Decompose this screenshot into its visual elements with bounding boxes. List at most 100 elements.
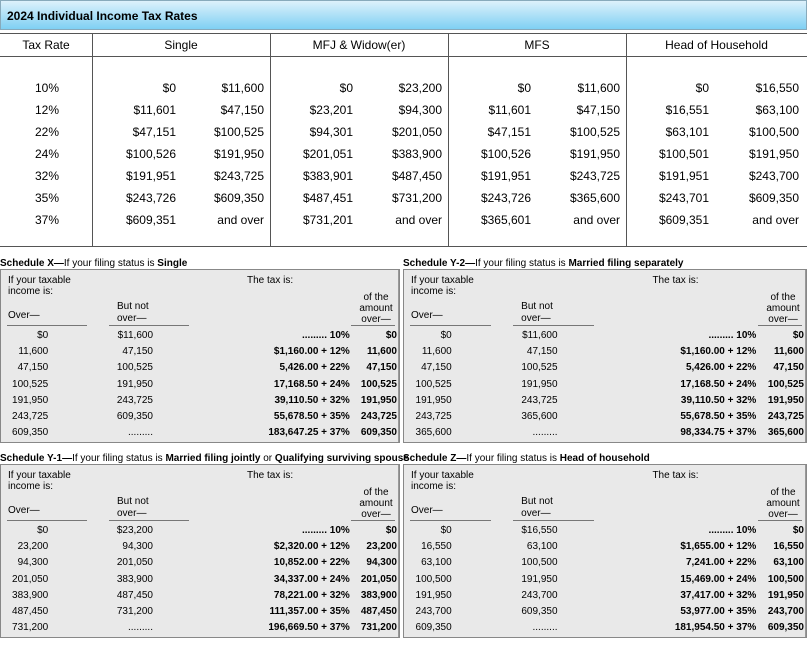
amount-over-value: 11,600 xyxy=(773,346,804,358)
column-header: MFS xyxy=(524,38,550,52)
column-header: Single xyxy=(164,38,198,52)
header-label: If your taxable xyxy=(411,275,474,286)
bracket-cell: $63,101 xyxy=(665,125,709,139)
title-banner: 2024 Individual Income Tax Rates xyxy=(0,0,807,30)
header-label: But not xyxy=(117,301,149,312)
column-divider xyxy=(398,465,399,637)
header-label: The tax is: xyxy=(247,275,294,286)
table-top-border xyxy=(0,33,807,34)
bracket-cell: $63,100 xyxy=(755,103,799,117)
but-not-over-value: ......... xyxy=(532,622,558,634)
amount-over-value: 243,725 xyxy=(360,411,397,422)
filing-status-alt: Qualifying surviving spouse xyxy=(274,453,409,464)
over-value: 47,150 xyxy=(421,362,452,374)
but-not-over-value: ......... xyxy=(532,427,558,439)
amount-over-value: $0 xyxy=(385,525,397,536)
filing-status: Married filing separately xyxy=(568,258,684,269)
schedule-description: If your filing status is xyxy=(466,453,560,464)
bracket-cell: $609,350 xyxy=(748,191,799,205)
tax-rate-cell: 24% xyxy=(34,147,59,161)
bracket-cell: $11,600 xyxy=(577,81,621,95)
schedule-title: Schedule Y-1—If your filing status is Ma… xyxy=(0,453,409,464)
but-not-over-value: 731,200 xyxy=(116,606,153,617)
bracket-cell: $243,725 xyxy=(569,169,620,183)
over-value: 609,350 xyxy=(415,622,452,634)
tax-formula: 181,954.50 + 37% xyxy=(674,622,757,634)
but-not-over-value: $16,550 xyxy=(521,525,558,536)
header-rule xyxy=(109,520,189,521)
schedule-table: If your taxable income is: The tax is: Over… xyxy=(403,269,807,443)
bracket-cell: $191,951 xyxy=(658,169,709,183)
tax-rate-cell: 22% xyxy=(34,125,59,139)
over-value: 609,350 xyxy=(12,427,49,439)
header-label: Over— xyxy=(8,505,40,516)
bracket-cell: $243,701 xyxy=(658,191,709,205)
but-not-over-value: 383,900 xyxy=(116,573,153,585)
but-not-over-value: 94,300 xyxy=(122,541,153,553)
amount-over-value: 243,725 xyxy=(767,411,804,422)
bracket-cell: $191,950 xyxy=(569,147,620,161)
page-title: 2024 Individual Income Tax Rates xyxy=(7,9,198,23)
but-not-over-value: 191,950 xyxy=(521,573,558,585)
amount-over-value: $0 xyxy=(385,330,397,341)
schedule-table: If your taxable income is: The tax is: Over… xyxy=(0,269,400,443)
but-not-over-value: 191,950 xyxy=(521,378,558,390)
tax-formula: 78,221.00 + 32% xyxy=(273,589,350,601)
tax-formula: $1,160.00 + 12% xyxy=(680,346,757,358)
tax-rate-cell: 37% xyxy=(34,213,59,227)
header-label: over— xyxy=(768,314,798,325)
header-label: Over— xyxy=(8,310,40,321)
amount-over-value: 63,100 xyxy=(773,557,804,569)
header-label: Over— xyxy=(411,310,443,321)
bracket-cell: $47,151 xyxy=(132,125,176,139)
header-rule xyxy=(513,325,594,326)
over-value: 365,600 xyxy=(415,427,452,439)
filing-status: Married filing jointly xyxy=(165,453,261,464)
bracket-cell: $11,601 xyxy=(133,103,177,117)
over-value: 191,950 xyxy=(415,394,452,406)
but-not-over-value: 100,525 xyxy=(521,362,558,374)
bracket-cell: $0 xyxy=(339,81,353,95)
amount-over-value: $0 xyxy=(792,525,804,536)
bracket-cell: and over xyxy=(752,213,799,227)
header-rule xyxy=(351,520,395,521)
header-label: of the xyxy=(770,292,796,303)
tax-formula: $1,655.00 + 12% xyxy=(680,541,757,553)
column-header: Head of Household xyxy=(665,38,768,52)
column-divider xyxy=(626,33,627,247)
column-header: Tax Rate xyxy=(22,38,70,52)
bracket-cell: $16,551 xyxy=(665,103,709,117)
over-value: 383,900 xyxy=(12,589,49,601)
schedule-description: If your filing status is xyxy=(72,453,166,464)
header-label: over— xyxy=(521,508,551,519)
bracket-cell: $0 xyxy=(162,81,176,95)
schedule-name: Schedule X— xyxy=(0,258,64,269)
tax-formula: ......... 10% xyxy=(301,330,350,341)
header-label: over— xyxy=(521,313,551,324)
but-not-over-value: 243,700 xyxy=(521,589,558,601)
over-value: $0 xyxy=(37,525,49,536)
but-not-over-value: 100,525 xyxy=(116,362,153,374)
schedule-name: Schedule Z— xyxy=(403,453,467,464)
header-label: If your taxable xyxy=(8,275,71,286)
header-rule xyxy=(758,520,802,521)
amount-over-value: 191,950 xyxy=(360,394,397,406)
bracket-cell: $23,200 xyxy=(398,81,442,95)
bracket-cell: and over xyxy=(217,213,264,227)
header-label: of the xyxy=(770,487,796,498)
tax-rate-cell: 10% xyxy=(34,81,59,95)
schedule-title: Schedule X—If your filing status is Sing… xyxy=(0,258,187,269)
bracket-cell: $243,726 xyxy=(480,191,531,205)
header-label: over— xyxy=(117,508,147,519)
bracket-cell: $94,301 xyxy=(309,125,353,139)
header-rule xyxy=(513,520,594,521)
over-value: 731,200 xyxy=(12,622,49,634)
over-value: 243,700 xyxy=(415,606,452,617)
bracket-cell: $47,150 xyxy=(576,103,620,117)
over-value: 100,525 xyxy=(415,378,452,390)
bracket-cell: $11,601 xyxy=(488,103,532,117)
header-rule xyxy=(7,325,87,326)
bracket-cell: $365,601 xyxy=(480,213,531,227)
header-label: But not xyxy=(521,496,553,507)
but-not-over-value: 243,725 xyxy=(116,394,153,406)
